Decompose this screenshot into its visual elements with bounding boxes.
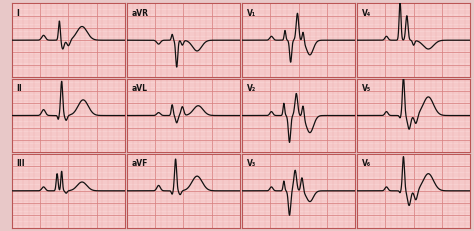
Text: V₃: V₃	[246, 159, 256, 168]
Text: aVL: aVL	[131, 84, 147, 93]
Text: III: III	[17, 159, 25, 168]
Text: V₂: V₂	[246, 84, 256, 93]
Text: V₁: V₁	[246, 9, 256, 18]
Text: I: I	[17, 9, 19, 18]
Text: aVF: aVF	[131, 159, 148, 168]
Text: aVR: aVR	[131, 9, 148, 18]
Text: V₄: V₄	[362, 9, 371, 18]
Text: V₆: V₆	[362, 159, 371, 168]
Text: V₅: V₅	[362, 84, 371, 93]
Text: II: II	[17, 84, 22, 93]
